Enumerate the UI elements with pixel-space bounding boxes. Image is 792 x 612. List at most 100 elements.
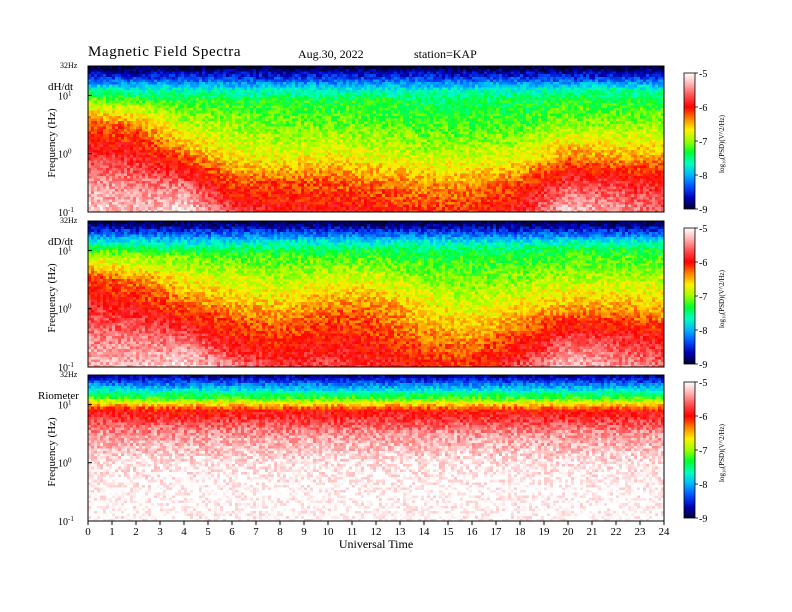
spectrogram-cell (136, 189, 139, 192)
spectrogram-cell (112, 204, 115, 207)
spectrogram-cell (310, 113, 313, 116)
spectrogram-cell (325, 79, 328, 82)
spectrogram-cell (100, 202, 103, 205)
spectrogram-cell (103, 168, 106, 171)
spectrogram-cell (295, 129, 298, 132)
spectrogram-cell (226, 87, 229, 90)
spectrogram-cell (217, 134, 220, 137)
spectrogram-cell (229, 100, 232, 103)
spectrogram-cell (307, 178, 310, 181)
spectrogram-cell (139, 136, 142, 139)
spectrogram-cell (286, 76, 289, 79)
spectrogram-cell (277, 152, 280, 155)
spectrogram-cell (148, 105, 151, 108)
spectrogram-cell (259, 176, 262, 179)
spectrogram-cell (259, 144, 262, 147)
spectrogram-cell (298, 155, 301, 158)
spectrogram-cell (328, 196, 331, 199)
spectrogram-cell (181, 123, 184, 126)
spectrogram-cell (316, 202, 319, 205)
spectrogram-cell (211, 142, 214, 145)
spectrogram-cell (337, 202, 340, 205)
spectrogram-cell (220, 155, 223, 158)
spectrogram-cell (136, 157, 139, 160)
spectrogram-cell (130, 116, 133, 119)
spectrogram-cell (181, 126, 184, 129)
spectrogram-cell (142, 191, 145, 194)
spectrogram-cell (130, 186, 133, 189)
spectrogram-cell (313, 199, 316, 202)
spectrogram-cell (190, 186, 193, 189)
spectrogram-cell (106, 103, 109, 106)
spectrogram-cell (334, 144, 337, 147)
spectrogram-cell (181, 207, 184, 210)
spectrogram-cell (172, 183, 175, 186)
spectrogram-cell (199, 69, 202, 72)
spectrogram-cell (349, 162, 352, 165)
spectrogram-cell (142, 207, 145, 210)
spectrogram-cell (268, 74, 271, 77)
spectrogram-cell (88, 123, 91, 126)
spectrogram-cell (163, 129, 166, 132)
spectrogram-cell (199, 183, 202, 186)
spectrogram-cell (223, 84, 226, 87)
spectrogram-cell (286, 92, 289, 95)
spectrogram-cell (145, 84, 148, 87)
spectrogram-cell (109, 207, 112, 210)
spectrogram-cell (262, 82, 265, 85)
spectrogram-cell (133, 87, 136, 90)
spectrogram-cell (307, 144, 310, 147)
spectrogram-cell (88, 108, 91, 111)
spectrogram-cell (109, 82, 112, 85)
spectrogram-cell (322, 173, 325, 176)
spectrogram-cell (109, 186, 112, 189)
spectrogram-cell (145, 89, 148, 92)
spectrogram-cell (241, 162, 244, 165)
spectrogram-cell (91, 84, 94, 87)
spectrogram-cell (154, 121, 157, 124)
spectrogram-cell (202, 178, 205, 181)
spectrogram-cell (322, 131, 325, 134)
spectrogram-cell (316, 110, 319, 113)
spectrogram-cell (145, 196, 148, 199)
spectrogram-cell (280, 176, 283, 179)
spectrogram-cell (337, 116, 340, 119)
spectrogram-cell (121, 103, 124, 106)
spectrogram-cell (196, 92, 199, 95)
spectrogram-cell (289, 118, 292, 121)
spectrogram-cell (160, 194, 163, 197)
spectrogram-cell (256, 183, 259, 186)
spectrogram-cell (256, 157, 259, 160)
spectrogram-cell (310, 103, 313, 106)
spectrogram-cell (193, 84, 196, 87)
spectrogram-cell (310, 204, 313, 207)
spectrogram-cell (124, 121, 127, 124)
spectrogram-cell (127, 168, 130, 171)
spectrogram-cell (322, 126, 325, 129)
spectrogram-cell (94, 162, 97, 165)
spectrogram-cell (109, 165, 112, 168)
spectrogram-cell (232, 134, 235, 137)
spectrogram-cell (127, 176, 130, 179)
spectrogram-cell (247, 183, 250, 186)
spectrogram-cell (118, 103, 121, 106)
spectrogram-cell (181, 178, 184, 181)
spectrogram-cell (199, 71, 202, 74)
spectrogram-cell (235, 82, 238, 85)
spectrogram-cell (352, 79, 355, 82)
spectrogram-cell (106, 89, 109, 92)
spectrogram-cell (115, 181, 118, 184)
spectrogram-cell (238, 199, 241, 202)
spectrogram-cell (178, 189, 181, 192)
spectrogram-cell (97, 97, 100, 100)
spectrogram-cell (229, 142, 232, 145)
spectrogram-cell (268, 173, 271, 176)
spectrogram-cell (349, 168, 352, 171)
spectrogram-cell (130, 139, 133, 142)
spectrogram-cell (274, 199, 277, 202)
spectrogram-cell (166, 113, 169, 116)
spectrogram-cell (94, 105, 97, 108)
spectrogram-cell (340, 173, 343, 176)
spectrogram-cell (217, 113, 220, 116)
spectrogram-cell (157, 157, 160, 160)
